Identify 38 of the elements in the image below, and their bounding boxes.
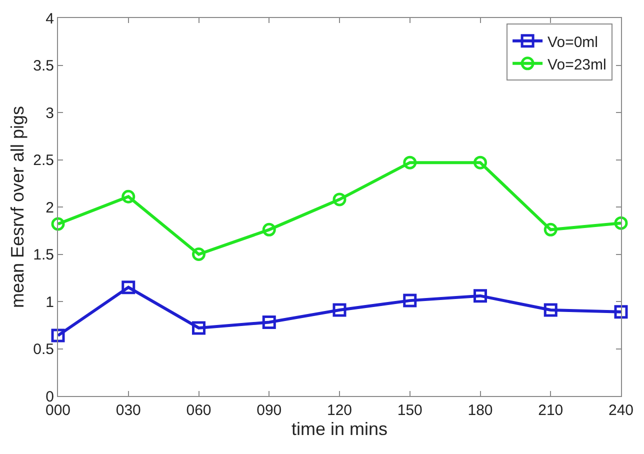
x-tick-label: 120 xyxy=(326,402,352,419)
x-tick-label: 150 xyxy=(397,402,422,419)
y-tick-label: 4 xyxy=(46,10,54,28)
x-tick-label: 030 xyxy=(116,402,141,419)
point xyxy=(332,192,346,206)
point xyxy=(192,321,206,335)
y-tick-label: 3.5 xyxy=(33,58,54,74)
x-axis-title: time in mins xyxy=(291,419,388,440)
point xyxy=(262,222,276,236)
point xyxy=(192,248,206,261)
y-tick-label: 0.5 xyxy=(33,341,54,358)
point xyxy=(122,190,136,204)
point xyxy=(614,305,628,319)
x-tick-label: 240 xyxy=(608,402,634,419)
y-tick-label: 1.5 xyxy=(33,246,54,264)
point xyxy=(544,303,558,317)
y-tick-label: 2 xyxy=(46,199,54,216)
y-tick-label: 2.5 xyxy=(33,152,54,169)
x-tick-label: 180 xyxy=(468,402,493,419)
point xyxy=(262,316,276,330)
x-tick-label: 090 xyxy=(256,402,282,419)
point xyxy=(614,216,628,230)
point xyxy=(474,156,487,170)
x-tick-label: 210 xyxy=(538,402,564,419)
y-axis-title: mean Eesrvf over all pigs xyxy=(7,106,28,308)
legend-label: Vo=0ml xyxy=(548,34,598,51)
x-tick-label: 060 xyxy=(186,402,212,419)
point xyxy=(403,294,417,308)
point xyxy=(122,280,136,294)
point xyxy=(544,222,558,236)
point xyxy=(51,217,65,231)
y-tick-label: 3 xyxy=(46,104,54,122)
y-tick-label: 1 xyxy=(46,294,54,311)
point xyxy=(403,156,417,170)
point xyxy=(332,303,346,317)
point xyxy=(51,328,65,342)
legend-label: Vo=23ml xyxy=(548,56,606,74)
point xyxy=(474,289,487,303)
